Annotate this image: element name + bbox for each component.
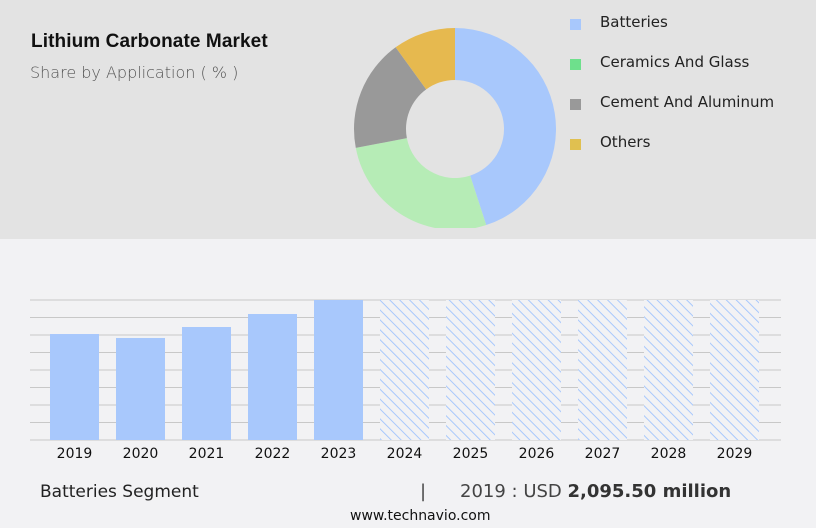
value-amount: 2,095.50 million — [567, 481, 732, 502]
value-year-label: 2019 : USD — [460, 481, 568, 502]
bar-2025 — [446, 300, 495, 440]
legend-label: Others — [600, 133, 651, 151]
bar-2028 — [644, 300, 693, 440]
legend-swatch-icon — [570, 59, 581, 70]
summary-panel: Lithium Carbonate Market Share by Applic… — [0, 0, 816, 239]
source-url: www.technavio.com — [350, 508, 491, 524]
chart-subtitle: Share by Application ( % ) — [30, 63, 239, 82]
legend-swatch-icon — [570, 139, 581, 150]
bar-2022 — [248, 314, 297, 440]
x-axis-label: 2020 — [122, 446, 159, 462]
x-axis-label: 2027 — [584, 446, 621, 462]
bar-2026 — [512, 300, 561, 440]
donut-chart — [354, 28, 556, 228]
x-axis-label: 2026 — [518, 446, 555, 462]
legend-label: Cement And Aluminum — [600, 93, 775, 111]
donut-slice-batteries — [455, 28, 556, 226]
x-axis-label: 2023 — [320, 446, 357, 462]
x-axis-label: 2022 — [254, 446, 291, 462]
x-axis-label: 2028 — [650, 446, 687, 462]
segment-label: Batteries Segment — [40, 482, 199, 502]
bar-2023 — [314, 300, 363, 440]
bar-2024 — [380, 300, 429, 440]
x-axis-label: 2025 — [452, 446, 489, 462]
bar-2020 — [116, 337, 165, 440]
donut-slice-cement-and-aluminum — [354, 47, 427, 148]
bar-2021 — [182, 327, 231, 440]
segment-value: 2019 : USD 2,095.50 million — [460, 481, 731, 502]
footer-separator: | — [420, 481, 427, 502]
legend-swatch-icon — [570, 99, 581, 110]
x-axis-label: 2021 — [188, 446, 225, 462]
donut-slice-others — [395, 28, 455, 90]
legend-swatch-icon — [570, 19, 581, 30]
bar-2029 — [710, 300, 759, 440]
legend-label: Ceramics And Glass — [600, 53, 750, 71]
x-axis-label: 2019 — [56, 446, 93, 462]
donut-slice-ceramics-and-glass — [355, 138, 487, 228]
bar-2019 — [50, 334, 99, 440]
chart-title: Lithium Carbonate Market — [31, 31, 268, 52]
legend-label: Batteries — [600, 13, 668, 31]
x-axis-label: 2029 — [716, 446, 753, 462]
bar-2027 — [578, 300, 627, 440]
x-axis-label: 2024 — [386, 446, 423, 462]
